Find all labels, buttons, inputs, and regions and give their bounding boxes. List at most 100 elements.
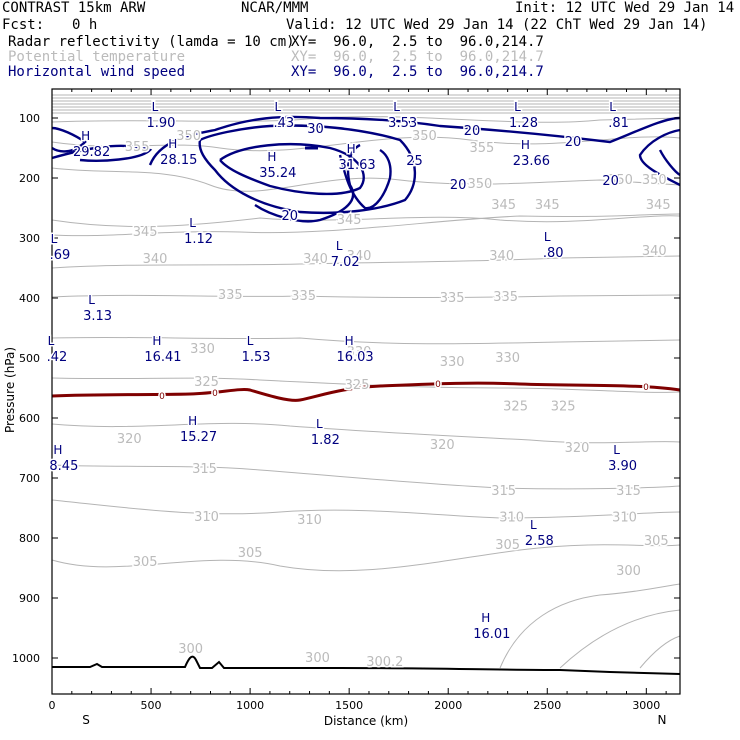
- x-tick-label: 1000: [236, 699, 264, 712]
- y-tick-label: 500: [19, 352, 40, 365]
- extremum-value: 3.13: [83, 309, 112, 324]
- theta-label: 325: [345, 378, 370, 393]
- y-tick-label: 300: [19, 232, 40, 245]
- y-tick-label: 200: [19, 172, 40, 185]
- theta-label: 330: [347, 345, 372, 360]
- freezing-zero-label: 0: [642, 382, 651, 395]
- extremum-marker: L: [189, 216, 196, 230]
- y-tick-label: 900: [19, 592, 40, 605]
- theta-labels: 350 355 350 355 350 350 350 345 345 345 345 345 340 3…: [115, 128, 672, 672]
- north-label: N: [658, 713, 667, 727]
- extremum-marker: H: [481, 611, 490, 625]
- theta-label: 320: [430, 438, 455, 453]
- theta-label: 345: [491, 198, 516, 213]
- theta-label: 315: [192, 462, 217, 477]
- wind-label: 20: [281, 209, 298, 224]
- field-reflectivity: Radar reflectivity (lamda = 10 cm): [8, 34, 295, 50]
- theta-label: 300: [305, 651, 330, 666]
- theta-label: 300: [616, 564, 641, 579]
- theta-label: 345: [646, 198, 671, 213]
- theta-label: 355: [125, 140, 150, 155]
- extremum-value: 3.90: [608, 459, 637, 474]
- extremum-value: 7.02: [331, 255, 360, 270]
- extremum-value: 23.66: [513, 154, 550, 169]
- center-title: NCAR/MMM: [241, 0, 309, 16]
- theta-label: 335: [291, 289, 316, 304]
- south-label: S: [82, 713, 90, 727]
- header: CONTRAST 15km ARW NCAR/MMM Init: 12 UTC …: [0, 0, 740, 90]
- extrema-labels: L 1.90 L .43 L 3.53 L 1.28 L .81 H 29.82 H 28.15 H 35.2…: [45, 98, 638, 643]
- theta-label: 335: [218, 288, 243, 303]
- svg-text:0: 0: [212, 389, 218, 399]
- extremum-marker: L: [152, 100, 159, 114]
- fcst-value: 0 h: [72, 17, 98, 33]
- theta-label: 310: [194, 510, 219, 525]
- extremum-value: 3.53: [388, 116, 417, 131]
- theta-label: 300: [178, 642, 203, 657]
- theta-label: 325: [503, 400, 528, 415]
- model-title: CONTRAST 15km ARW: [2, 0, 146, 16]
- extremum-value: 1.53: [242, 350, 271, 365]
- extremum-marker: H: [345, 334, 354, 348]
- wind-label: 20: [602, 174, 619, 189]
- init-time: Init: 12 UTC Wed 29 Jan 14: [515, 0, 735, 16]
- theta-label: 340: [489, 249, 514, 264]
- theta-label: 345: [133, 225, 158, 240]
- theta-label: 355: [469, 141, 494, 156]
- extremum-marker: H: [152, 334, 161, 348]
- wind-speed-contours: [51, 115, 681, 223]
- theta-label: 330: [190, 342, 215, 357]
- theta-label: 330: [440, 355, 465, 370]
- extremum-marker: H: [188, 414, 197, 428]
- theta-label: 325: [551, 400, 576, 415]
- extremum-marker: H: [521, 138, 530, 152]
- extremum-value: .80: [543, 246, 564, 261]
- extremum-value: .43: [273, 116, 294, 131]
- axes: 0 500 1000 1500 2000 2500 30001002003004005006…: [12, 89, 680, 712]
- extremum-marker: L: [48, 334, 55, 348]
- freezing-zero-label: 0: [434, 379, 443, 392]
- valid-time: Valid: 12 UTC Wed 29 Jan 14 (22 ChT Wed …: [286, 17, 708, 33]
- theta-label: 315: [491, 484, 516, 499]
- extremum-value: .81: [608, 116, 629, 131]
- extremum-marker: L: [274, 100, 281, 114]
- theta-label: 305: [495, 538, 520, 553]
- extremum-marker: L: [613, 443, 620, 457]
- x-tick-label: 0: [49, 699, 56, 712]
- extremum-marker: H: [347, 142, 356, 156]
- theta-label: 305: [238, 546, 263, 561]
- extremum-marker: L: [393, 100, 400, 114]
- theta-label: 315: [616, 484, 641, 499]
- x-tick-label: 500: [141, 699, 162, 712]
- x-tick-label: 2500: [533, 699, 561, 712]
- extremum-value: 16.03: [336, 350, 373, 365]
- plot-frame: [51, 88, 681, 695]
- theta-label: 335: [440, 291, 465, 306]
- extremum-marker: L: [544, 230, 551, 244]
- theta-label: 340: [642, 244, 667, 259]
- freezing-zero-label: 0: [158, 391, 167, 404]
- theta-label: 350: [642, 173, 667, 188]
- wind-label: 30: [307, 122, 324, 137]
- terrain-line: [52, 655, 681, 675]
- extremum-marker: L: [51, 232, 58, 246]
- theta-label: 320: [565, 441, 590, 456]
- extremum-value: 2.58: [525, 534, 554, 549]
- extremum-value: 28.15: [160, 153, 197, 168]
- svg-text:0: 0: [643, 383, 649, 393]
- extremum-value: 1.90: [146, 116, 175, 131]
- wind-label: 20: [450, 178, 467, 193]
- svg-text:0: 0: [435, 380, 441, 390]
- theta-label: 325: [194, 375, 219, 390]
- theta-label: 340: [143, 252, 168, 267]
- extremum-marker: H: [267, 150, 276, 164]
- x-tick-label: 2000: [434, 699, 462, 712]
- theta-label: 350: [176, 129, 201, 144]
- wind-label: 20: [464, 124, 481, 139]
- extremum-value: .42: [47, 350, 68, 365]
- theta-label: 335: [493, 290, 518, 305]
- fcst-label: Fcst:: [2, 17, 45, 33]
- x-axis-label: Distance (km): [324, 714, 408, 728]
- extremum-marker: L: [609, 100, 616, 114]
- wind-labels: 30 25 20 20 20 20 20: [280, 121, 620, 226]
